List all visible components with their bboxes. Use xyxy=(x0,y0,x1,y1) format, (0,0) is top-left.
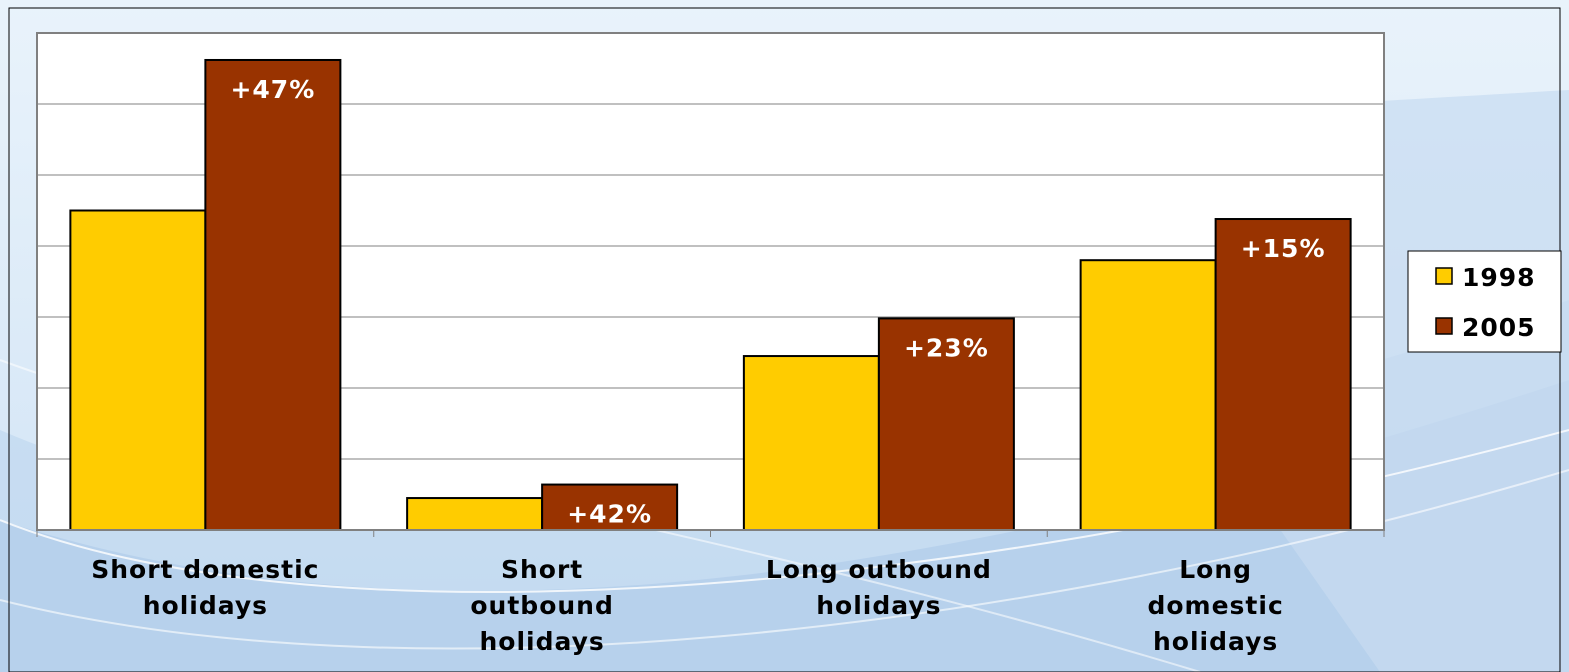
legend-box xyxy=(1407,250,1562,353)
bar-2005-3 xyxy=(1214,218,1352,532)
category-labels: Short domestic holidays Short outbound holid… xyxy=(91,555,1283,656)
data-label-0: +47% xyxy=(230,75,315,104)
category-label-1: Short outbound holidays xyxy=(470,555,614,656)
legend-swatch-1998 xyxy=(1435,267,1453,285)
data-label-1: +42% xyxy=(567,500,652,529)
bar-2005-0 xyxy=(204,58,342,531)
category-label-2: Long outbound holidays xyxy=(766,555,992,620)
bars xyxy=(69,58,1352,532)
bar-1998-1 xyxy=(406,497,544,531)
bar-1998-0 xyxy=(69,209,207,531)
legend: 1998 2005 xyxy=(1407,250,1562,353)
bar-2005-1 xyxy=(541,483,679,531)
legend-label-2005: 2005 xyxy=(1462,313,1536,342)
data-labels: +47% +42% +23% +15% xyxy=(230,75,1326,529)
legend-swatch-2005 xyxy=(1435,317,1453,335)
bar-1998-3 xyxy=(1079,259,1217,531)
category-label-0: Short domestic holidays xyxy=(91,555,319,620)
x-axis-ticks xyxy=(36,530,1385,537)
bar-1998-2 xyxy=(742,355,880,531)
data-label-3: +15% xyxy=(1241,234,1326,263)
category-label-3: Long domestic holidays xyxy=(1147,555,1283,656)
legend-label-1998: 1998 xyxy=(1462,263,1536,292)
data-label-2: +23% xyxy=(904,333,989,362)
